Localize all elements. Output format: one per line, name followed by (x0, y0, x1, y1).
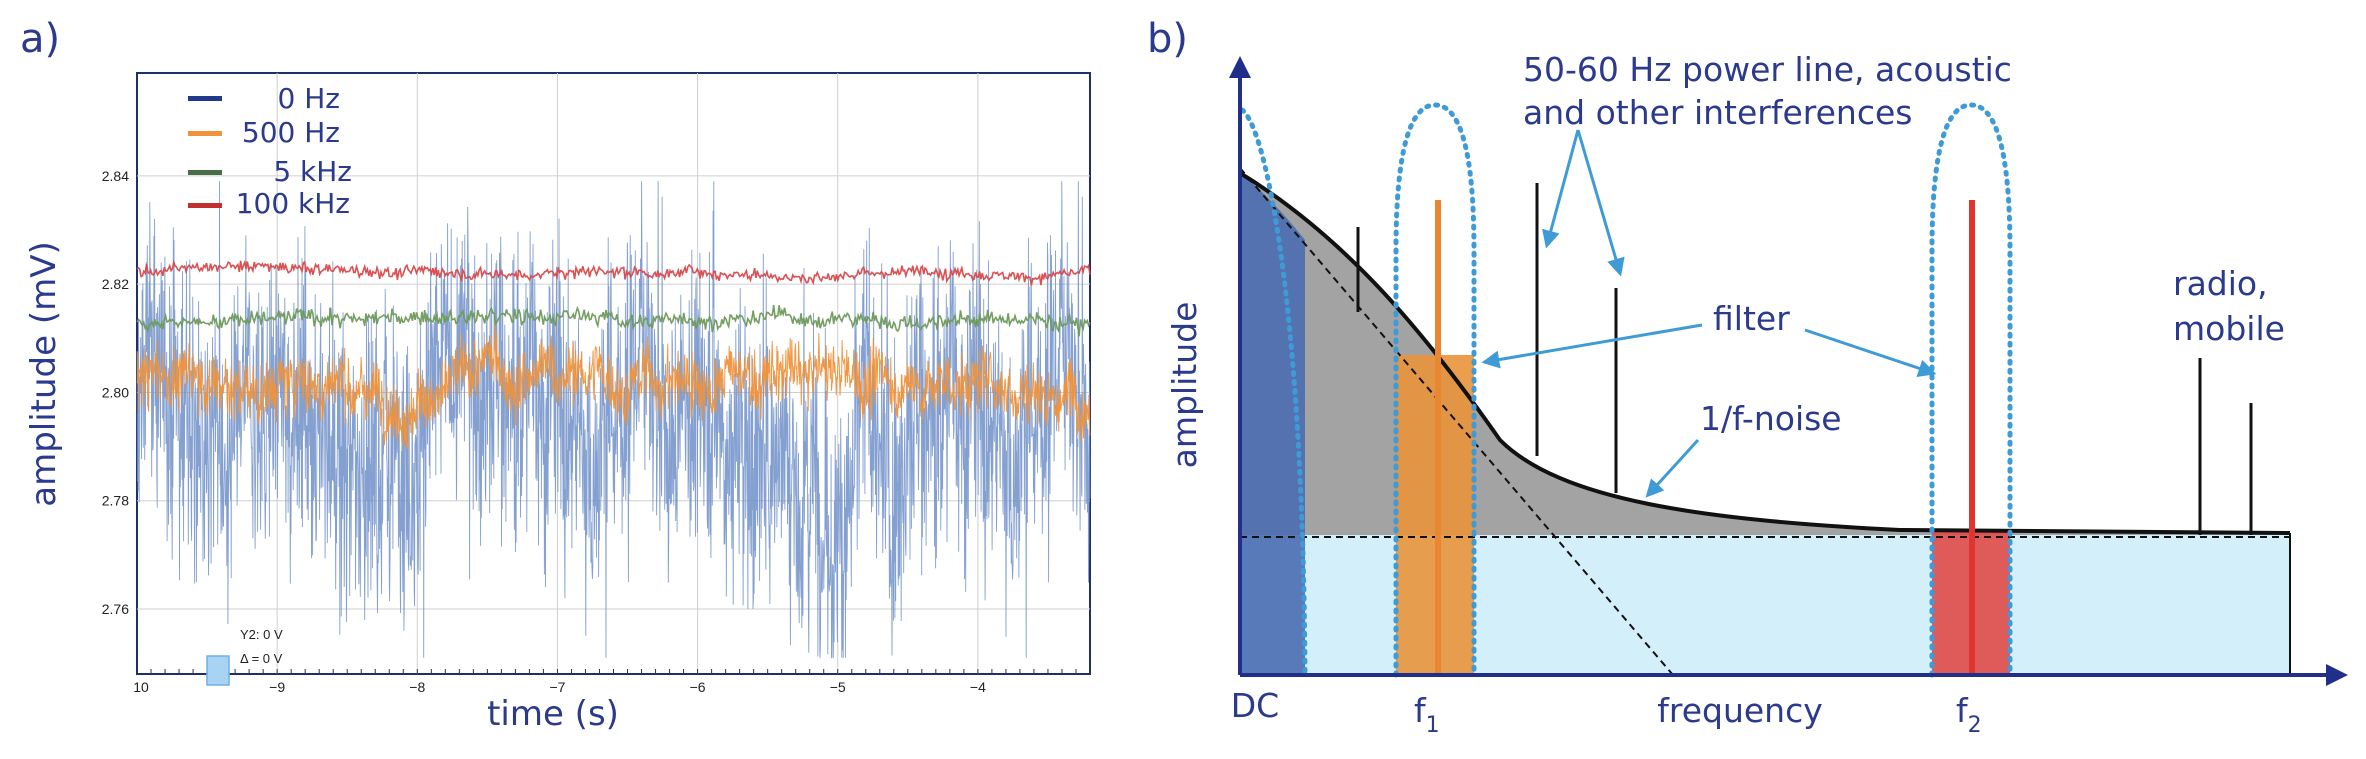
series-line-500hz (136, 320, 1091, 450)
cursor-readout-y2: Y2: 0 V (240, 627, 283, 642)
filter-arrow-1 (1481, 323, 1703, 369)
y-axis-title-b: amplitude (1165, 302, 1204, 469)
y-tick-label: 2.78 (102, 493, 129, 509)
legend-swatch-5khz (188, 170, 222, 175)
filter-arrow-2 (1804, 328, 1937, 377)
series-line-100khz (136, 259, 1091, 286)
panel-a-label: a) (20, 16, 60, 62)
cursor-readout: Y2: 0 V Δ = 0 V (206, 627, 283, 686)
x-axis-title-a: time (s) (487, 694, 619, 734)
x-tick-label: −7 (549, 679, 565, 695)
legend-swatch-0hz (188, 96, 222, 101)
x-tick-f2: f2 (1956, 691, 1982, 738)
chart-b: 50-60 Hz power line, acoustic and other … (1165, 50, 2348, 738)
y-tick-label: 2.84 (102, 168, 129, 184)
panel-b-label: b) (1147, 16, 1188, 62)
radio-label-line2: mobile (2173, 309, 2285, 348)
y-axis-title-a: amplitude (mV) (24, 241, 64, 507)
series-line-0hz (136, 181, 1091, 659)
x-ticks-a: 10 −9 −8 −7 −6 −5 −4 (133, 669, 1091, 695)
series-line-5khz (136, 304, 1091, 337)
legend-swatch-500hz (188, 131, 222, 136)
dc-filter-window (1239, 107, 1308, 678)
x-tick-label: −9 (269, 679, 285, 695)
legend-label-0hz: 0 Hz (278, 82, 340, 115)
noise-label: 1/f-noise (1700, 399, 1842, 438)
x-tick-dc: DC (1231, 686, 1279, 725)
series-a (136, 181, 1091, 659)
filter-label: filter (1713, 299, 1790, 338)
cursor-readout-delta: Δ = 0 V (240, 651, 283, 666)
noise-arrow (1645, 438, 1700, 498)
one-over-f-asymptote-line (1239, 167, 1674, 676)
interference-arrow-2 (1576, 129, 1625, 277)
legend-label-500hz: 500 Hz (242, 116, 340, 149)
radio-label-line1: radio, (2173, 264, 2268, 303)
f2-filter-window (1929, 102, 2013, 678)
x-tick-label: −4 (970, 679, 986, 695)
dc-band (1240, 173, 1305, 675)
legend-label-100khz: 100 kHz (236, 187, 350, 220)
x-tick-label: −8 (409, 679, 425, 695)
y-ticks-a: 2.76 2.78 2.80 2.82 2.84 (102, 168, 129, 617)
f1-filter-window (1393, 102, 1477, 678)
x-tick-label: −5 (830, 679, 846, 695)
cursor-marker (206, 655, 230, 686)
interference-arrow-1 (1542, 129, 1580, 249)
y-tick-label: 2.82 (102, 276, 129, 292)
x-tick-label: 10 (133, 679, 149, 695)
x-axis-arrow (2326, 664, 2348, 686)
x-tick-label: −6 (690, 679, 706, 695)
legend-label-5khz: 5 kHz (273, 155, 352, 188)
x-tick-f1: f1 (1414, 691, 1440, 738)
y-axis-arrow (1229, 56, 1251, 78)
y-tick-label: 2.76 (102, 601, 129, 617)
x-axis-title-b: frequency (1657, 691, 1823, 730)
y-tick-label: 2.80 (102, 384, 129, 400)
legend-swatch-100khz (188, 203, 222, 208)
interference-label-line2: and other interferences (1523, 93, 1913, 132)
legend-a: 0 Hz 500 Hz 5 kHz 100 kHz (188, 82, 352, 220)
noise-curve (1238, 171, 2291, 535)
interference-label-line1: 50-60 Hz power line, acoustic (1523, 50, 2012, 89)
chart-a: 10 −9 −8 −7 −6 −5 −4 2.76 2.78 2.80 2.82 2.84 0 Hz… (24, 72, 1091, 734)
